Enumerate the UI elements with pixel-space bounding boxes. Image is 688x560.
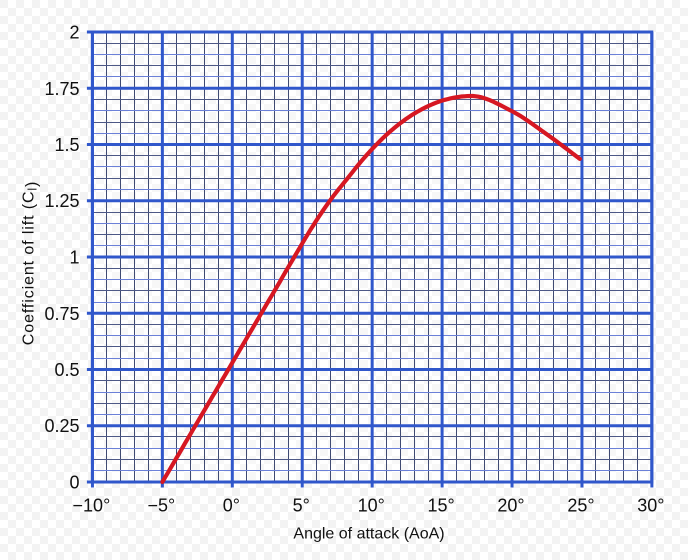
- svg-text:0°: 0°: [223, 496, 240, 516]
- svg-text:−10°: −10°: [73, 496, 111, 516]
- svg-text:2: 2: [69, 23, 79, 43]
- svg-text:0.25: 0.25: [44, 416, 79, 436]
- svg-text:−5°: −5°: [148, 496, 176, 516]
- svg-text:Angle of attack (AoA): Angle of attack (AoA): [293, 526, 444, 543]
- svg-text:1.5: 1.5: [54, 135, 79, 155]
- svg-text:0.75: 0.75: [44, 304, 79, 324]
- svg-text:15°: 15°: [427, 496, 454, 516]
- svg-text:20°: 20°: [497, 496, 524, 516]
- svg-text:1.25: 1.25: [44, 191, 79, 211]
- svg-text:0: 0: [69, 473, 79, 493]
- svg-text:1: 1: [69, 248, 79, 268]
- svg-text:5°: 5°: [293, 496, 310, 516]
- svg-text:25°: 25°: [567, 496, 594, 516]
- svg-text:0.5: 0.5: [54, 360, 79, 380]
- svg-text:30°: 30°: [637, 496, 664, 516]
- svg-text:1.75: 1.75: [44, 79, 79, 99]
- svg-text:Coefficient of lift (Cl): Coefficient of lift (Cl): [21, 181, 41, 345]
- svg-text:10°: 10°: [358, 496, 385, 516]
